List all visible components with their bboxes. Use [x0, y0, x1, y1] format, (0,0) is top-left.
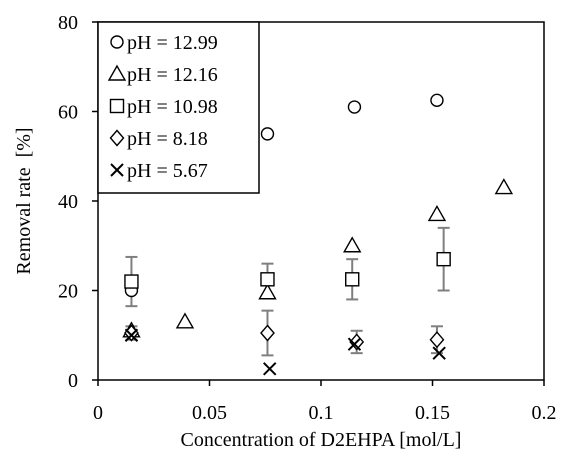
data-point-triangle: [494, 178, 514, 195]
data-point-square: [345, 272, 360, 287]
data-point-circle: [260, 127, 275, 141]
data-point-diamond: [260, 324, 275, 342]
y-tick-label: 40: [58, 191, 78, 213]
y-tick-label: 20: [58, 281, 78, 303]
y-tick-label: 80: [58, 12, 78, 34]
legend-circle-icon: [110, 35, 124, 49]
axis-ticks: 0 0.05 0.1 0.15 0.2 0 20 40 60 80: [58, 12, 557, 424]
data-point-triangle: [343, 236, 362, 253]
x-tick-label: 0.05: [192, 402, 227, 424]
data-point-square: [436, 251, 451, 267]
data-point-circle: [347, 100, 362, 114]
data-point-triangle: [258, 283, 277, 300]
data-point-square: [260, 272, 275, 287]
legend-triangle-icon: [107, 64, 127, 81]
data-point-circle: [430, 93, 444, 108]
legend-diamond-icon: [109, 129, 125, 147]
legend-label: pH = 12.99: [127, 32, 218, 54]
data-point-cross: [263, 362, 277, 376]
legend-label: pH = 10.98: [127, 96, 218, 118]
data-point-cross: [347, 337, 362, 351]
legend-box: [97, 21, 260, 194]
data-point-cross: [124, 328, 139, 342]
x-tick-label: 0.15: [415, 402, 450, 424]
legend-cross-icon: [110, 163, 124, 177]
legend: pH = 12.99 pH = 12.16 pH = 10.98 pH = 8.18 p…: [97, 21, 260, 194]
data-point-cross: [432, 346, 446, 360]
legend-label: pH = 8.18: [127, 128, 208, 150]
legend-label: pH = 5.67: [127, 160, 208, 182]
y-tick-label: 0: [68, 370, 78, 392]
data-point-triangle: [175, 312, 195, 329]
data-point-diamond: [429, 331, 445, 349]
y-tick-label: 60: [58, 102, 78, 124]
error-bars: [125, 226, 450, 357]
legend-label: pH = 12.16: [127, 64, 218, 86]
data-point-triangle: [427, 205, 447, 222]
x-axis-label: Concentration of D2EHPA [mol/L]: [181, 429, 462, 450]
data-point-square: [124, 274, 139, 289]
data-markers: [122, 93, 514, 376]
legend-items: pH = 12.99 pH = 12.16 pH = 10.98 pH = 8.18 p…: [107, 32, 218, 182]
x-tick-label: 0.2: [532, 402, 557, 424]
x-tick-label: 0.1: [309, 402, 334, 424]
x-tick-label: 0: [93, 402, 103, 424]
legend-square-icon: [109, 98, 125, 114]
y-axis-label: Removal rate [%]: [13, 127, 35, 274]
data-point-diamond: [124, 324, 139, 342]
